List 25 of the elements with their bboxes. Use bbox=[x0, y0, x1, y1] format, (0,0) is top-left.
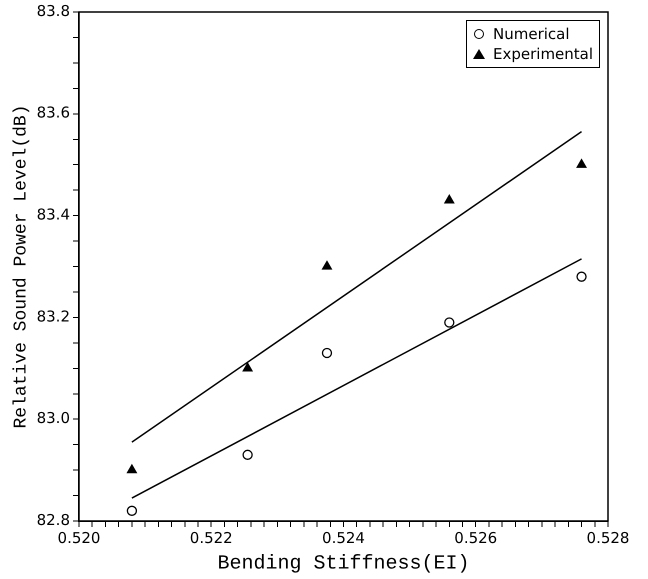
x-axis-title: Bending Stiffness(EI) bbox=[217, 552, 470, 576]
legend-label: Experimental bbox=[493, 44, 594, 64]
point bbox=[126, 464, 137, 474]
y-tick-label: 82.8 bbox=[36, 510, 70, 529]
y-tick-label: 83.4 bbox=[36, 205, 70, 224]
y-axis-title: Relative Sound Power Level(dB) bbox=[12, 104, 32, 429]
point bbox=[242, 450, 253, 460]
point bbox=[444, 317, 454, 328]
x-tick-label: 0.526 bbox=[454, 528, 498, 547]
x-tick-label: 0.528 bbox=[586, 528, 630, 547]
legend-label: Numerical bbox=[493, 24, 570, 44]
point bbox=[126, 506, 138, 516]
point bbox=[242, 362, 253, 372]
x-tick-label: 0.522 bbox=[190, 528, 233, 547]
point bbox=[576, 159, 587, 168]
point bbox=[576, 272, 587, 282]
point bbox=[444, 194, 454, 204]
x-tick-label: 0.524 bbox=[322, 528, 365, 547]
y-tick-label: 83.6 bbox=[36, 104, 70, 122]
y-tick-label: 83.2 bbox=[36, 307, 70, 326]
y-tick-label: 83.8 bbox=[36, 2, 70, 20]
point bbox=[322, 260, 332, 270]
y-tick-label: 83.0 bbox=[36, 409, 70, 428]
point bbox=[322, 348, 332, 358]
x-tick-label: 0.520 bbox=[58, 528, 100, 547]
